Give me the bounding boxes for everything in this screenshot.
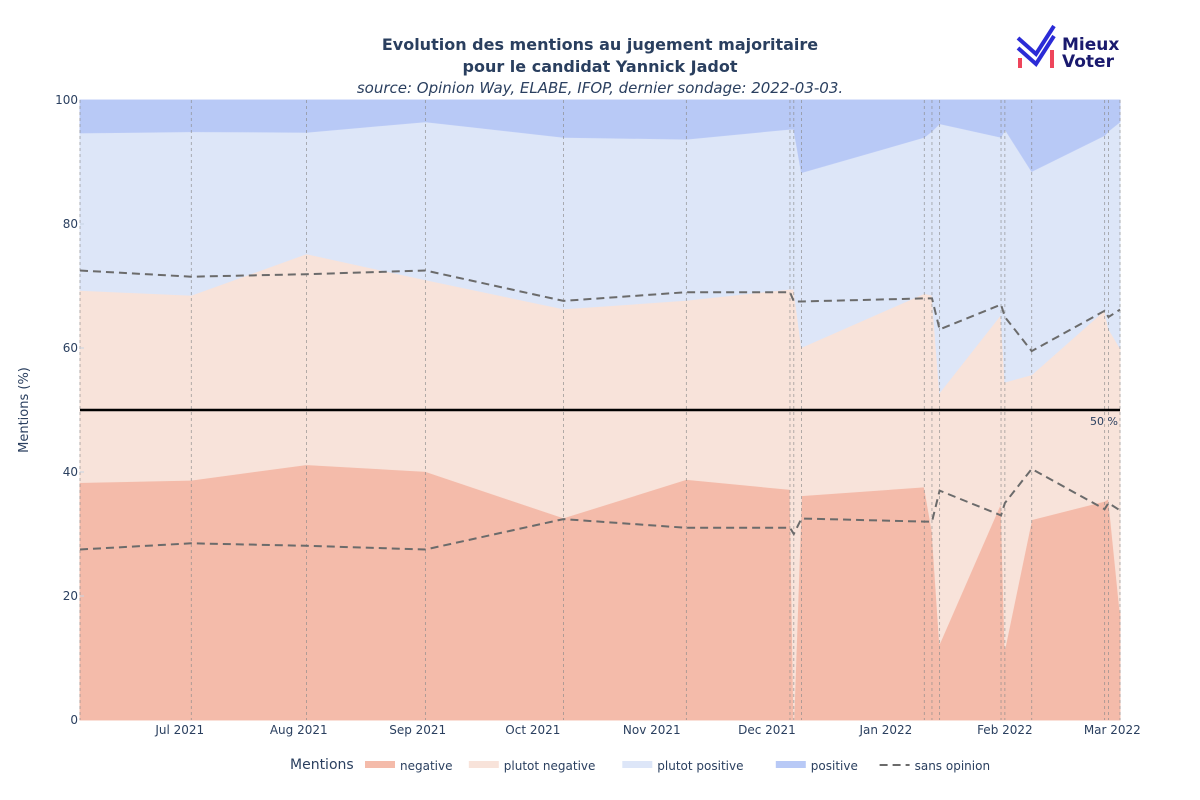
y-tick-label-40: 40 (63, 465, 78, 479)
x-tick-label-2: Sep 2021 (389, 723, 446, 737)
sans-opinion-line-lower (79, 467, 1121, 551)
legend-label-negative: negative (400, 759, 452, 773)
x-tick-label-7: Feb 2022 (977, 723, 1033, 737)
legend-swatch-positive (775, 761, 806, 768)
chart-title-line2: pour le candidat Yannick Jadot (463, 57, 738, 76)
legend-label-plutot-positive: plutot positive (657, 759, 743, 773)
reference-line-label: 50 % (1090, 415, 1118, 428)
legend-swatch-negative (365, 761, 395, 768)
logo-text-line1: Mieux (1062, 35, 1119, 55)
y-tick-label-20: 20 (63, 589, 78, 603)
sans-opinion-line-upper (79, 269, 1121, 353)
legend-label-plutot-negative: plutot negative (504, 759, 596, 773)
y-tick-label-80: 80 (63, 217, 78, 231)
plot-area: 50 % 0 20 40 60 80 100 Jul 2021 Aug 2021 Sep 2021… (55, 93, 1141, 737)
logo-text-line2: Voter (1062, 52, 1115, 72)
logo-check-icon (1016, 24, 1056, 68)
x-tick-label-3: Oct 2021 (505, 723, 560, 737)
legend: Mentions negative plutot negative plutot p… (290, 757, 990, 773)
x-tick-label-1: Aug 2021 (270, 723, 328, 737)
x-tick-label-0: Jul 2021 (154, 723, 204, 737)
y-tick-label-60: 60 (63, 341, 78, 355)
chart-subtitle: source: Opinion Way, ELABE, IFOP, dernie… (357, 79, 843, 97)
mieux-voter-logo: Mieux Voter (1016, 24, 1119, 72)
legend-label-sans-opinion: sans opinion (915, 759, 990, 773)
y-tick-label-100: 100 (55, 93, 78, 107)
x-tick-label-6: Jan 2022 (858, 723, 912, 737)
legend-swatch-plutot-negative (468, 761, 499, 768)
chart-title-line1: Evolution des mentions au jugement major… (382, 35, 818, 54)
legend-title: Mentions (290, 757, 354, 773)
legend-swatch-plutot-positive (622, 761, 653, 768)
legend-label-positive: positive (811, 759, 858, 773)
x-tick-label-8: Mar 2022 (1084, 723, 1141, 737)
y-axis-title: Mentions (%) (17, 367, 32, 453)
x-tick-label-5: Dec 2021 (738, 723, 796, 737)
y-tick-label-0: 0 (70, 713, 78, 727)
x-tick-label-4: Nov 2021 (623, 723, 681, 737)
